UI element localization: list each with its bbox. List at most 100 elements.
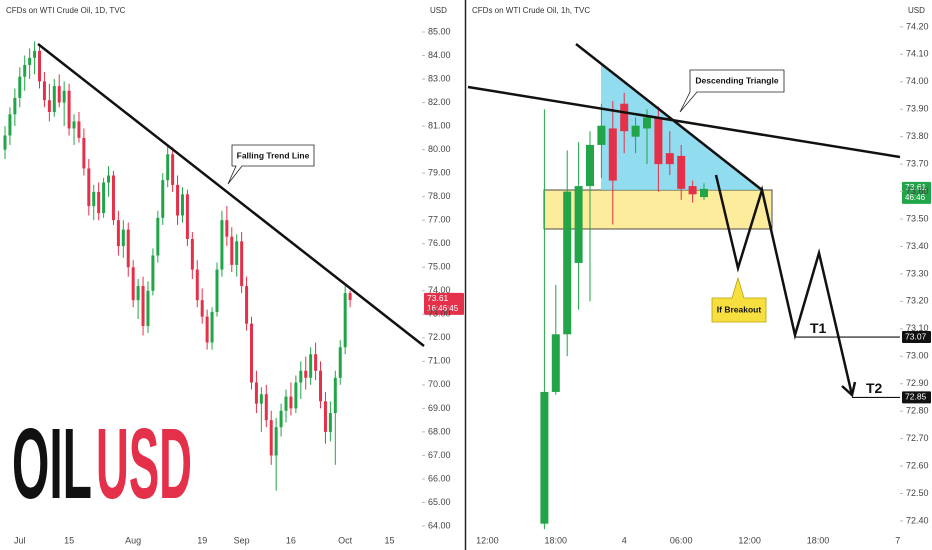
candle-body — [87, 168, 91, 207]
price-badge — [902, 181, 931, 204]
candle-body — [215, 269, 219, 312]
trend-line — [575, 43, 763, 191]
candle-body — [18, 76, 22, 98]
candle-body — [23, 64, 27, 77]
price-label: 73.07 — [905, 331, 927, 341]
candle-body — [200, 300, 204, 317]
price-badge — [902, 391, 931, 404]
candle-body — [563, 191, 572, 335]
callout — [227, 144, 315, 185]
candle-body — [92, 191, 96, 207]
candle-body — [323, 401, 327, 432]
candle-body — [166, 154, 170, 181]
price-label: 72.85 — [905, 392, 927, 402]
currency: USD — [430, 6, 447, 15]
candle-body — [240, 241, 244, 287]
x-tick-label: 06:00 — [670, 535, 693, 545]
y-tick-label: 74.20 — [906, 21, 929, 31]
y-tick-label: 65.00 — [428, 497, 451, 507]
y-tick-label: 66.00 — [428, 473, 451, 483]
candle-body — [574, 186, 583, 263]
x-tick-label: 15 — [64, 535, 74, 545]
candle-body — [161, 180, 165, 218]
candle-body — [254, 382, 258, 404]
candle-body — [52, 86, 56, 112]
x-tick-label: 7 — [895, 535, 900, 545]
brand-usd: USD — [96, 408, 192, 520]
candle-body — [688, 186, 697, 195]
candle-body — [176, 184, 180, 216]
candle-body — [220, 220, 224, 270]
candle-body — [156, 217, 160, 256]
candle-body — [230, 236, 234, 265]
candle-body — [269, 420, 273, 456]
candle-body — [235, 241, 239, 265]
x-tick-label: 19 — [197, 535, 207, 545]
y-tick-label: 73.00 — [428, 309, 451, 319]
candle-body — [185, 194, 189, 240]
candle-body — [314, 354, 318, 371]
candle-body — [284, 396, 288, 411]
brand-oil: OIL — [12, 408, 92, 520]
annotation: Descending Triangle — [695, 75, 778, 85]
candle-body — [250, 323, 253, 383]
y-tick-label: 82.00 — [428, 97, 451, 107]
candle-body — [343, 293, 347, 348]
y-tick-label: 72.00 — [428, 332, 451, 342]
candle-body — [62, 90, 66, 103]
countdown: 46:46 — [905, 193, 926, 202]
candle-body — [279, 410, 283, 428]
candle-body — [67, 90, 71, 129]
y-tick-label: 77.00 — [428, 215, 451, 225]
y-tick-label: 83.00 — [428, 73, 451, 83]
candle-body — [299, 370, 303, 383]
candle-body — [620, 103, 629, 132]
price-label: 73.61 — [905, 182, 927, 192]
candle-body — [631, 125, 640, 137]
y-tick-label: 73.00 — [906, 351, 929, 361]
y-tick-label: 64.00 — [428, 520, 451, 530]
candle-body — [304, 370, 308, 378]
target-name: T1 — [810, 320, 827, 336]
candle-body — [259, 394, 263, 404]
y-tick-label: 72.80 — [906, 406, 929, 416]
y-tick-label: 73.20 — [906, 296, 929, 306]
y-tick-label: 73.40 — [906, 241, 929, 251]
y-tick-label: 72.40 — [906, 515, 929, 525]
candle-body — [274, 427, 278, 456]
y-tick-label: 84.00 — [428, 50, 451, 60]
candle-body — [116, 220, 120, 247]
candle-body — [608, 128, 617, 181]
candle-body — [57, 86, 61, 103]
callout — [679, 69, 785, 113]
target-name: T2 — [866, 380, 883, 396]
candle-body — [551, 334, 560, 392]
candle-body — [195, 269, 199, 301]
y-tick-label: 72.50 — [906, 488, 929, 498]
y-tick-label: 67.00 — [428, 450, 451, 460]
y-tick-label: 76.00 — [428, 238, 451, 248]
candle-body — [338, 347, 342, 378]
candle-body — [210, 311, 214, 343]
y-tick-label: 71.00 — [428, 356, 451, 366]
y-tick-label: 70.00 — [428, 379, 451, 389]
candle-body — [309, 354, 313, 378]
x-tick-label: Aug — [125, 535, 141, 545]
candle-body — [126, 229, 130, 268]
candle-body — [348, 293, 352, 300]
y-tick-label: 69.00 — [428, 403, 451, 413]
x-tick-label: 4 — [622, 535, 627, 545]
x-tick-label: 16 — [286, 535, 296, 545]
candle-body — [102, 182, 106, 214]
x-tick-label: 18:00 — [545, 535, 568, 545]
candle-body — [72, 121, 76, 129]
candle-body — [328, 413, 332, 432]
candle-body — [190, 239, 194, 270]
y-tick-label: 73.30 — [906, 268, 929, 278]
candle-body — [13, 97, 17, 115]
y-tick-label: 74.00 — [906, 76, 929, 86]
y-tick-label: 74.10 — [906, 49, 929, 59]
y-tick-label: 75.00 — [428, 262, 451, 272]
countdown: 16:46:45 — [427, 304, 459, 313]
